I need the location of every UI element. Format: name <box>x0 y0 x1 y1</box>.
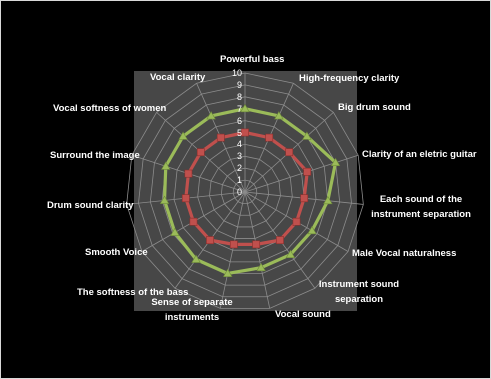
category-label: Instrument sound separation <box>318 279 400 305</box>
category-label: High-frequency clarity <box>299 73 400 84</box>
spoke-7 <box>244 191 271 309</box>
series-0-point-6 <box>285 249 296 259</box>
series-1-point-0 <box>241 128 249 137</box>
category-label: Each sound of the instrument separation <box>371 194 471 220</box>
series-0-point-12 <box>161 161 171 170</box>
tick-label: 4 <box>236 139 242 150</box>
category-label: Drum sound clarity <box>47 200 134 211</box>
category-label: Powerful bass <box>220 54 285 65</box>
series-1-point-2 <box>285 148 294 157</box>
series-1-point-8 <box>229 240 238 249</box>
series-0-point-9 <box>191 254 201 263</box>
tick-label: 0 <box>236 187 242 197</box>
spoke-3 <box>244 154 359 193</box>
tick-label: 6 <box>236 115 242 126</box>
series-1-point-9 <box>206 236 214 245</box>
tick-label: 3 <box>236 151 242 162</box>
category-label: Male Vocal naturalness <box>352 248 457 259</box>
series-1-point-3 <box>303 167 312 176</box>
category-label: Vocal softness of women <box>53 103 167 114</box>
series-0-point-7 <box>256 262 266 272</box>
tick-label: 7 <box>236 103 242 114</box>
series-1-point-10 <box>189 217 198 226</box>
category-label: Vocal clarity <box>150 72 206 83</box>
grid-ring-1 <box>232 179 258 205</box>
grid-ring-2 <box>220 167 270 216</box>
category-label: The softness of the bass <box>77 287 189 298</box>
series-1-point-5 <box>292 217 301 226</box>
series-0-point-3 <box>330 157 341 167</box>
series-0-point-11 <box>159 195 170 204</box>
series-1-point-13 <box>196 148 205 157</box>
series-1-point-6 <box>276 236 284 245</box>
series-0-point-8 <box>222 268 233 277</box>
grid-ring-3 <box>209 155 281 228</box>
category-label: Big drum sound <box>338 102 411 113</box>
series-1-point-1 <box>265 133 274 142</box>
category-label: Smooth Voice <box>85 247 148 258</box>
series-1-point-14 <box>216 133 225 142</box>
category-label: Surround the image <box>50 150 140 161</box>
tick-label: 2 <box>236 163 242 174</box>
series-0-point-0 <box>240 103 250 113</box>
series-1-point-4 <box>300 194 309 203</box>
series-0-line <box>162 107 338 276</box>
tick-label: 9 <box>236 79 242 90</box>
series-1-point-12 <box>184 169 193 178</box>
tick-label: 5 <box>236 127 242 138</box>
series-0-point-14 <box>206 111 216 120</box>
grid-ring-9 <box>138 84 352 298</box>
series-0-point-1 <box>274 111 284 120</box>
grid-ring-4 <box>197 143 293 239</box>
spoke-8 <box>219 191 246 309</box>
category-label: Vocal sound <box>275 309 331 320</box>
series-1-line <box>184 130 309 246</box>
series-1-point-7 <box>252 240 261 249</box>
tick-label: 1 <box>236 175 242 186</box>
series-0-point-2 <box>302 131 312 140</box>
category-label: Clarity of an eletric guitar <box>362 149 477 160</box>
tick-label: 10 <box>231 68 242 78</box>
series-0-point-4 <box>323 195 333 205</box>
tick-label: 8 <box>236 91 242 102</box>
series-0-point-10 <box>170 227 180 236</box>
grid-ring-10 <box>126 72 364 309</box>
grid-ring-6 <box>173 120 317 263</box>
category-label: Sense of separate instruments <box>151 297 233 323</box>
series-0-point-13 <box>178 131 188 140</box>
series-0-point-5 <box>307 225 317 235</box>
series-1-point-11 <box>181 194 190 203</box>
grid-ring-8 <box>149 96 341 286</box>
